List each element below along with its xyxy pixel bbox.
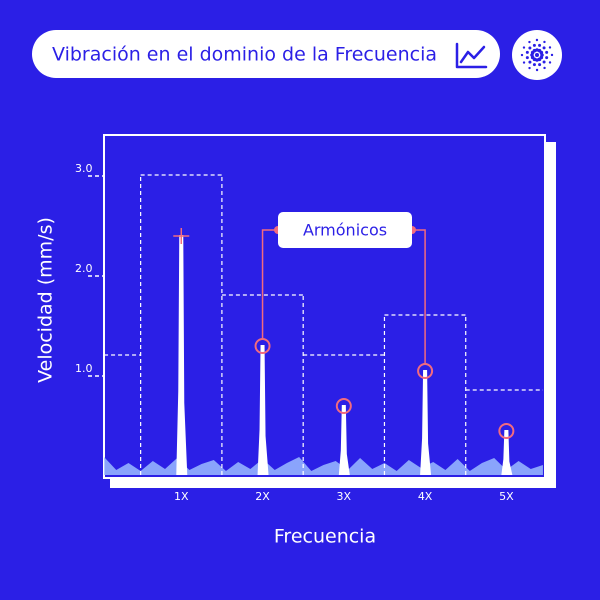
- peak: [420, 370, 432, 475]
- x-tick-label: 4X: [418, 490, 433, 503]
- annotation-leader: [412, 229, 426, 364]
- peak: [176, 235, 188, 475]
- logo-dot: [539, 50, 544, 55]
- x-axis-label: Frecuencia: [274, 526, 376, 548]
- x-tick-label: 2X: [255, 490, 270, 503]
- peak-marker-circle: [417, 363, 434, 379]
- logo-dot: [522, 46, 526, 49]
- logo-dot: [538, 43, 542, 47]
- logo-dot: [528, 40, 531, 44]
- logo-dot: [528, 66, 531, 70]
- frame-shadow-bottom: [110, 478, 556, 488]
- logo-dot: [542, 60, 546, 64]
- noise-area: [104, 457, 543, 475]
- peak: [338, 405, 350, 475]
- y-tick-label: 1.0: [75, 362, 93, 375]
- logo-dot: [535, 53, 539, 57]
- logo-dot: [532, 63, 536, 67]
- annotation-label: Armónicos: [303, 221, 387, 240]
- y-tick-label: 3.0: [75, 162, 93, 175]
- peak-marker-circle: [335, 398, 352, 414]
- logo-dot: [543, 66, 546, 70]
- frame-shadow-right: [545, 142, 556, 488]
- logo-dot: [548, 46, 552, 49]
- logo-dot: [548, 61, 552, 64]
- logo-dot: [532, 43, 536, 47]
- peak: [501, 430, 513, 475]
- y-axis-label: Velocidad (mm/s): [35, 217, 57, 383]
- logo-dot: [550, 53, 554, 57]
- x-tick-label: 3X: [337, 490, 352, 503]
- title-pill: [32, 30, 500, 78]
- chart-icon: [455, 42, 488, 69]
- peak-marker-circle: [254, 338, 271, 354]
- annotation-box: [278, 212, 412, 248]
- chart-title: Vibración en el dominio de la Frecuencia: [52, 44, 437, 66]
- logo-dot: [543, 40, 546, 44]
- logo-dot: [520, 53, 524, 57]
- x-tick-label: 5X: [499, 490, 514, 503]
- peak-marker-cross: [173, 228, 190, 244]
- peak-marker-circle: [498, 423, 515, 439]
- logo-dots: [520, 38, 554, 72]
- logo-dot: [545, 50, 549, 54]
- logo-dot: [542, 46, 546, 50]
- logo-dot: [525, 56, 529, 60]
- annotation-leader: [261, 229, 278, 339]
- x-tick-label: 1X: [174, 490, 189, 503]
- peak: [257, 345, 269, 475]
- logo-dot: [528, 60, 532, 64]
- logo-dot: [528, 46, 532, 50]
- logo-dot: [545, 56, 549, 60]
- logo-dot: [522, 61, 526, 64]
- logo-dot: [525, 50, 529, 54]
- y-tick-label: 2.0: [75, 262, 93, 275]
- plot-frame: [103, 134, 546, 479]
- logo-dot: [538, 63, 542, 67]
- logo-dot: [535, 38, 539, 42]
- logo-dot: [535, 68, 539, 72]
